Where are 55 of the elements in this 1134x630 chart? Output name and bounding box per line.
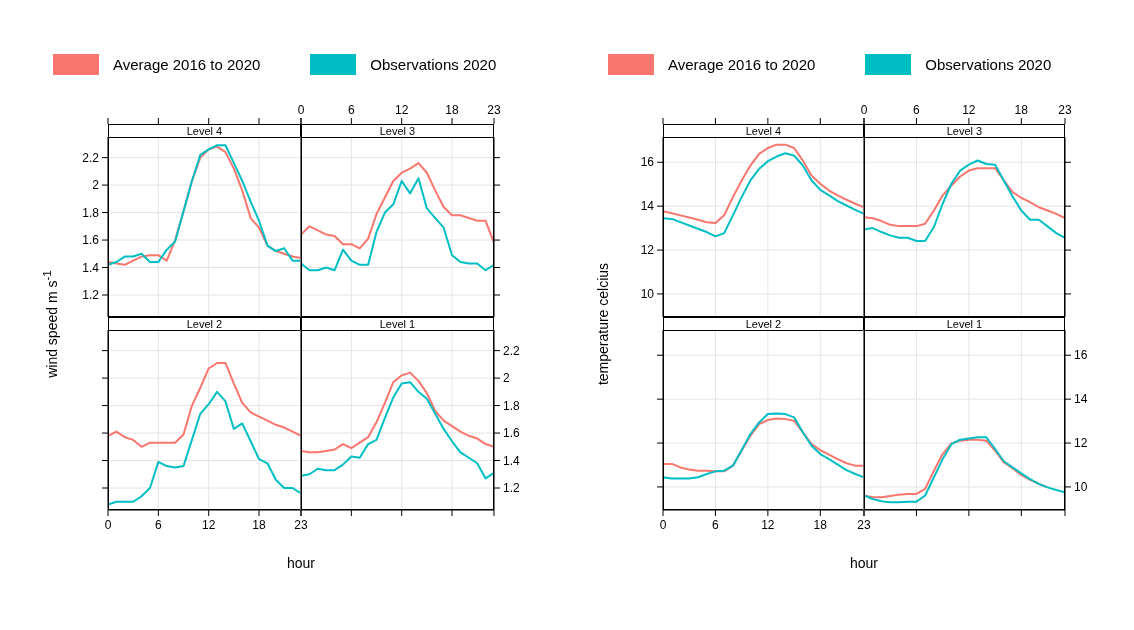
x-tick-label: 18 (813, 518, 828, 532)
x-tick-label: 23 (857, 518, 871, 532)
chart-title: Level 1 (864, 317, 1065, 331)
y-tick-label: 12 (640, 243, 655, 258)
x-tick-label: 6 (155, 518, 162, 532)
x-tick-label: 6 (348, 103, 355, 117)
legend-label: Average 2016 to 2020 (668, 56, 816, 73)
x-tick-label: 18 (252, 518, 267, 532)
x-tick-label: 23 (487, 103, 501, 117)
y-tick-label: 10 (1074, 479, 1088, 494)
y-tick-label: 14 (1074, 392, 1088, 407)
y-tick-label: 1.6 (503, 426, 521, 441)
chart-title: Level 4 (108, 124, 301, 138)
x-tick-label: 23 (294, 518, 308, 532)
x-tick-label: 18 (1014, 103, 1029, 117)
y-tick-label: 16 (640, 155, 655, 170)
x-tick-label: 23 (1058, 103, 1072, 117)
y-tick-label: 1.8 (82, 205, 100, 220)
x-tick-label: 12 (395, 103, 409, 117)
x-tick-label: 0 (659, 518, 667, 532)
y-tick-label: 16 (1074, 348, 1088, 363)
x-tick-label: 12 (202, 518, 216, 532)
chart-title: Level 3 (864, 124, 1065, 138)
chart-title: Level 2 (663, 317, 864, 331)
y-tick-label: 2 (503, 371, 510, 386)
chart-title: Level 2 (108, 317, 301, 331)
x-tick-label: 0 (104, 518, 112, 532)
legend-label: Observations 2020 (925, 56, 1052, 73)
legend-label: Observations 2020 (370, 56, 497, 73)
x-axis-title: hour (849, 555, 879, 571)
y-tick-label: 1.6 (82, 233, 100, 248)
y-tick-label: 2.2 (82, 150, 100, 165)
y-tick-label: 10 (640, 286, 655, 301)
y-tick-label: 1.4 (503, 453, 521, 468)
x-tick-label: 0 (297, 103, 305, 117)
x-tick-label: 18 (445, 103, 460, 117)
y-tick-label: 1.4 (82, 260, 100, 275)
y-tick-label: 1.2 (503, 481, 521, 496)
x-tick-label: 12 (761, 518, 775, 532)
y-tick-label: 14 (640, 199, 655, 214)
legend-label: Average 2016 to 2020 (113, 56, 261, 73)
x-axis-title: hour (286, 555, 316, 571)
x-tick-label: 6 (712, 518, 720, 532)
y-tick-label: 1.2 (82, 288, 100, 303)
y-tick-label: 1.8 (503, 398, 521, 413)
x-tick-label: 6 (913, 103, 921, 117)
y-axis-title: temperature celcius (595, 261, 612, 387)
chart-title: Level 4 (663, 124, 864, 138)
y-tick-label: 2.2 (503, 343, 521, 358)
x-tick-label: 0 (860, 103, 868, 117)
chart-title: Level 3 (301, 124, 494, 138)
chart-title: Level 1 (301, 317, 494, 331)
x-tick-label: 12 (962, 103, 976, 117)
y-tick-label: 12 (1074, 436, 1088, 451)
y-tick-label: 2 (92, 178, 100, 193)
